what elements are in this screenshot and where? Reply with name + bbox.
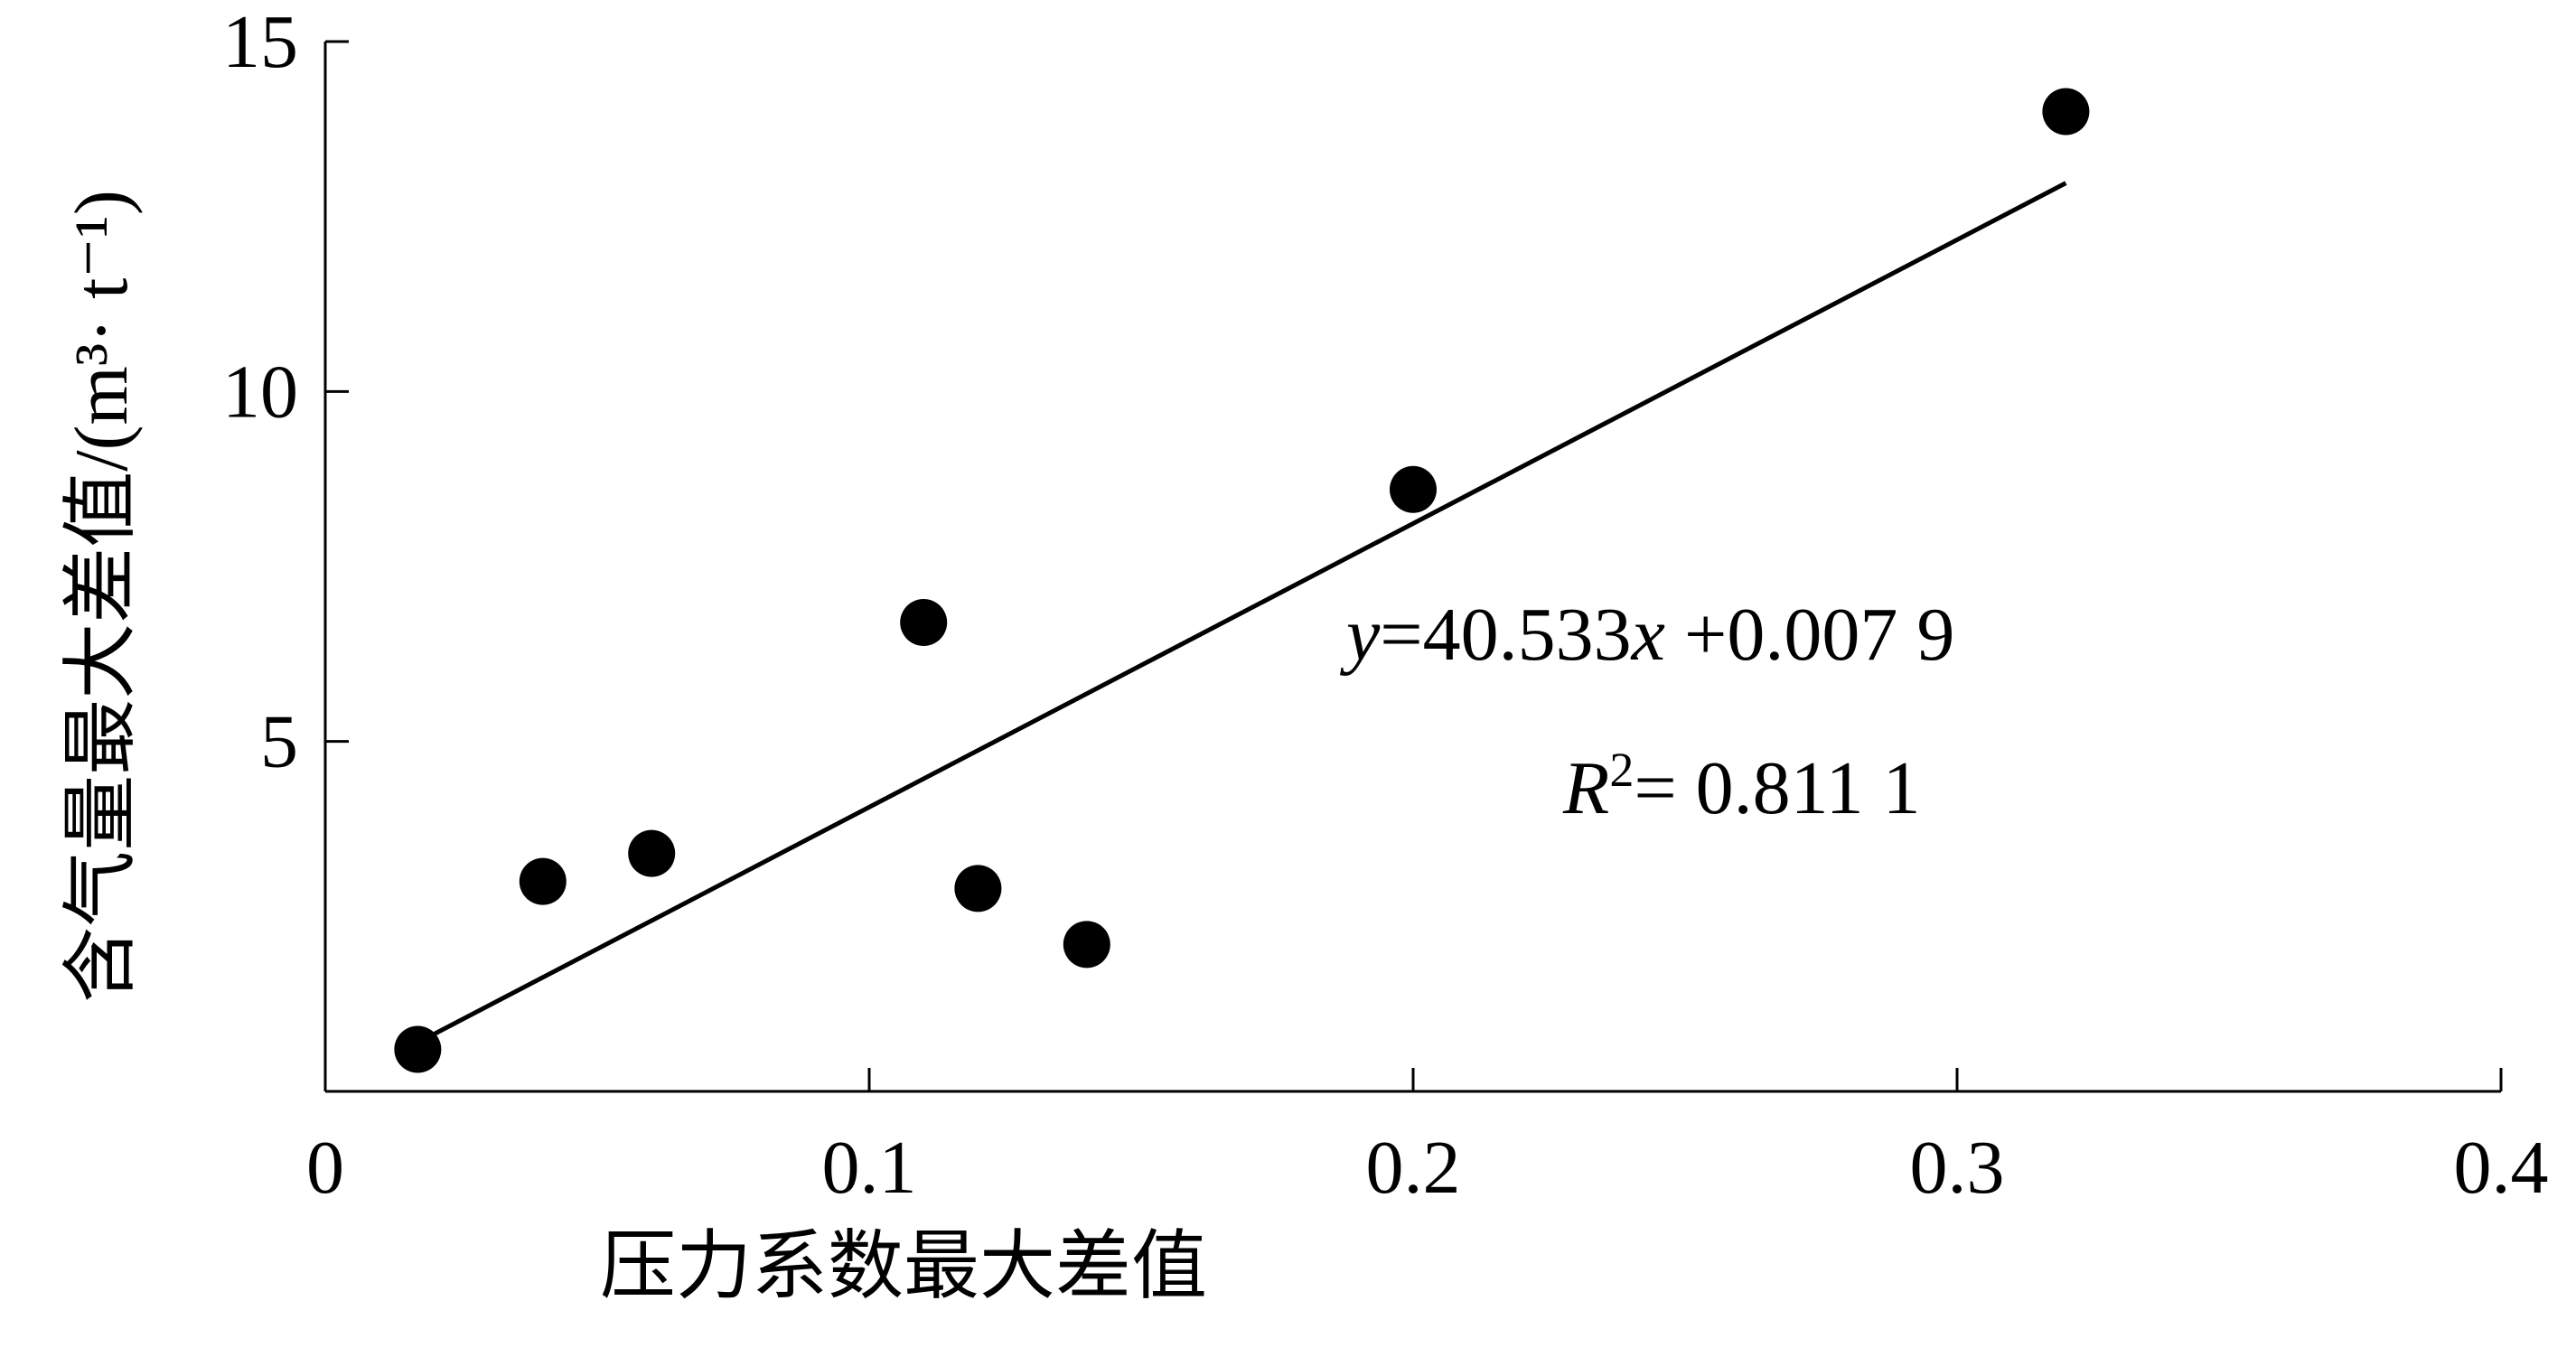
- equation-x: x: [1630, 593, 1665, 677]
- y-tick-label: 5: [260, 700, 298, 784]
- equation-intercept: +0.007 9: [1665, 593, 1954, 677]
- data-point: [954, 865, 1002, 912]
- data-points: [394, 88, 2090, 1073]
- r-squared-value: = 0.811 1: [1634, 746, 1920, 830]
- y-tick-label: 10: [222, 350, 298, 434]
- equation-coefficient: =40.533: [1380, 593, 1631, 677]
- data-point: [1063, 921, 1110, 969]
- data-point: [1390, 465, 1437, 513]
- y-ticks: 5 10 15: [222, 0, 349, 784]
- data-point: [2042, 88, 2090, 136]
- r-superscript: 2: [1609, 743, 1634, 797]
- y-tick-label: 15: [222, 0, 298, 84]
- trendline-layer: [417, 181, 2067, 1045]
- x-tick-label: 0: [306, 1126, 344, 1210]
- regression-equation: y=40.533x +0.007 9: [1339, 593, 1954, 677]
- y-axis-title: 含气量最大差值/(m³· t⁻¹): [60, 190, 144, 1003]
- equation-y: y: [1339, 593, 1381, 677]
- data-point: [394, 1025, 442, 1073]
- r-squared-annotation: R2= 0.811 1: [1562, 743, 1921, 830]
- x-tick-label: 0.4: [2454, 1126, 2549, 1210]
- data-point: [519, 857, 567, 905]
- r-symbol: R: [1562, 746, 1609, 830]
- data-point: [628, 829, 676, 877]
- trendline: [417, 181, 2067, 1045]
- x-ticks: 0 0.1 0.2 0.3 0.4: [306, 1068, 2549, 1210]
- x-axis-title: 压力系数最大差值: [600, 1225, 1207, 1309]
- data-point: [900, 598, 948, 646]
- x-tick-label: 0.3: [1910, 1126, 2005, 1210]
- x-tick-label: 0.1: [822, 1126, 917, 1210]
- x-tick-label: 0.2: [1366, 1126, 1461, 1210]
- axes: [323, 42, 2501, 1093]
